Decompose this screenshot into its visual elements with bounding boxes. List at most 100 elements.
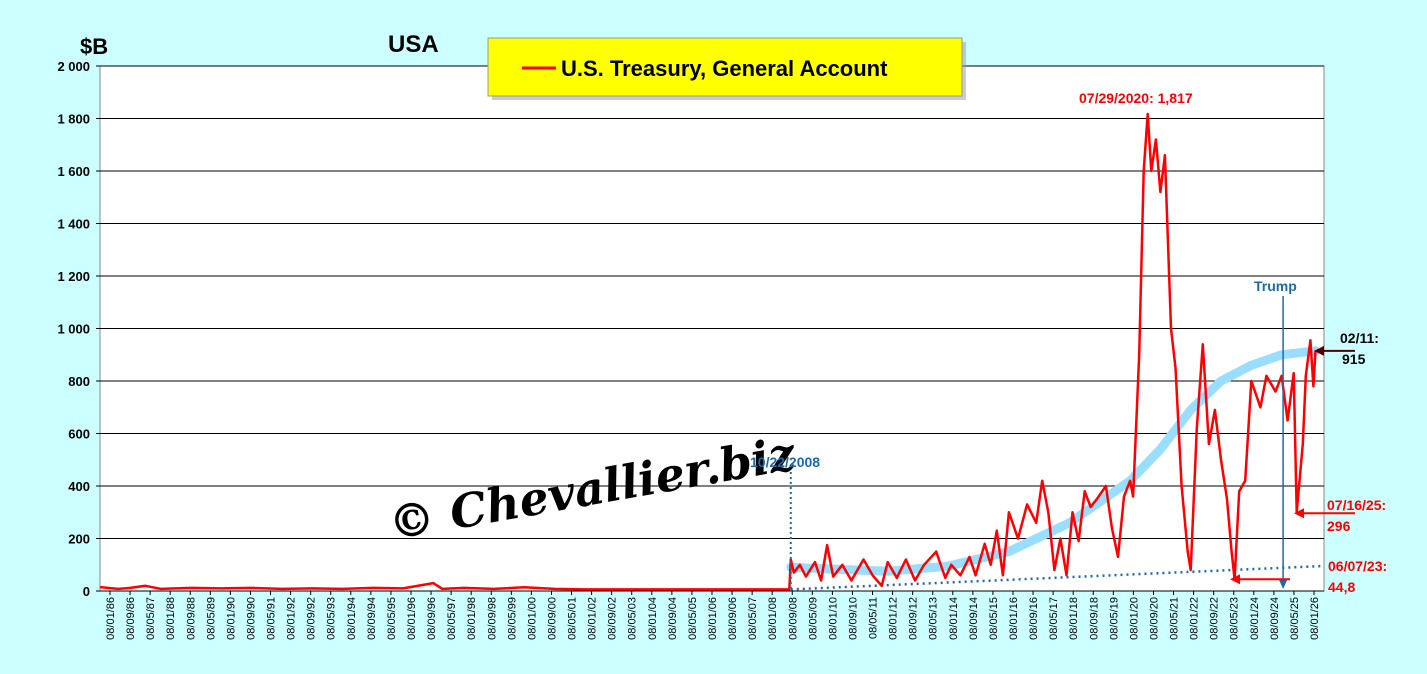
x-tick-label: 08/05/03 <box>627 597 639 640</box>
x-tick-label: 08/05/99 <box>506 597 518 640</box>
x-tick-label: 08/05/97 <box>446 597 458 640</box>
baseline-dotted-line <box>790 564 1322 591</box>
x-tick-label: 08/01/24 <box>1249 597 1261 640</box>
trump-arrowhead <box>1279 580 1288 589</box>
x-tick-label: 08/01/98 <box>466 597 478 640</box>
x-tick-label: 08/09/92 <box>306 597 318 640</box>
y-tick-label: 1 800 <box>57 112 90 127</box>
x-tick-label: 08/05/09 <box>807 597 819 640</box>
x-tick-label: 08/09/00 <box>546 597 558 640</box>
x-tick-label: 08/09/04 <box>667 597 679 640</box>
y-tick-label: 800 <box>68 374 90 389</box>
x-tick-label: 08/05/25 <box>1289 597 1301 640</box>
x-tick-label: 08/01/96 <box>406 597 418 640</box>
x-axis: 08/01/86 08/09/86 08/05/87 08/01/88 08/09/88… <box>100 590 1324 640</box>
x-tick-label: 08/01/04 <box>647 597 659 640</box>
y-tick-label: 400 <box>68 479 90 494</box>
y-tick-label: 2 000 <box>57 59 90 74</box>
trump-annotation: Trump <box>1254 278 1297 294</box>
x-tick-label: 08/09/18 <box>1088 597 1100 640</box>
annotation-markers <box>789 296 1355 591</box>
x-tick-label: 08/01/06 <box>707 597 719 640</box>
x-tick-label: 08/05/89 <box>205 597 217 640</box>
x-tick-label: 08/01/10 <box>827 597 839 640</box>
legend-label: U.S. Treasury, General Account <box>561 56 888 81</box>
low-2023-date: 06/07/23: <box>1328 558 1387 574</box>
x-tick-label: 08/05/01 <box>567 597 579 640</box>
x-tick-label: 08/09/88 <box>185 597 197 640</box>
x-tick-label: 08/01/08 <box>767 597 779 640</box>
x-tick-label: 08/09/16 <box>1028 597 1040 640</box>
x-tick-label: 08/09/96 <box>426 597 438 640</box>
unit-label: $B <box>80 34 108 59</box>
low-2023-arrowhead <box>1230 574 1240 585</box>
low-2023-value: 44,8 <box>1328 579 1355 595</box>
legend: U.S. Treasury, General Account <box>487 37 966 100</box>
x-tick-label: 08/01/00 <box>526 597 538 640</box>
x-tick-label: 08/09/24 <box>1269 597 1281 640</box>
y-tick-label: 0 <box>83 584 90 599</box>
trend-line <box>786 346 1320 576</box>
x-tick-label: 08/09/86 <box>125 597 137 640</box>
x-tick-label: 08/01/26 <box>1309 597 1321 640</box>
x-tick-label: 08/05/93 <box>326 597 338 640</box>
x-tick-label: 08/09/14 <box>968 597 980 640</box>
x-tick-label: 08/05/13 <box>928 597 940 640</box>
x-tick-label: 08/01/86 <box>105 597 117 640</box>
x-tick-label: 08/01/94 <box>346 597 358 640</box>
series-layer <box>99 112 1322 591</box>
last-value: 915 <box>1342 351 1366 367</box>
x-tick-label: 08/01/88 <box>165 597 177 640</box>
x-tick-label: 08/01/92 <box>286 597 298 640</box>
x-tick-label: 08/01/14 <box>948 597 960 640</box>
x-tick-label: 08/01/20 <box>1128 597 1140 640</box>
x-tick-label: 08/01/16 <box>1008 597 1020 640</box>
x-tick-label: 08/09/12 <box>908 597 920 640</box>
low-2025-date: 07/16/25: <box>1327 497 1386 513</box>
y-tick-label: 1 600 <box>57 164 90 179</box>
x-tick-label: 08/09/08 <box>787 597 799 640</box>
x-tick-label: 08/05/23 <box>1229 597 1241 640</box>
y-tick-label: 1 000 <box>57 322 90 337</box>
legend-box <box>487 37 963 97</box>
treasury-general-account-line <box>99 112 1317 591</box>
x-tick-label: 08/05/87 <box>145 597 157 640</box>
x-tick-label: 08/09/98 <box>486 597 498 640</box>
x-tick-label: 08/09/02 <box>607 597 619 640</box>
y-tick-label: 200 <box>68 532 90 547</box>
x-tick-label: 08/05/15 <box>988 597 1000 640</box>
x-tick-label: 08/05/19 <box>1108 597 1120 640</box>
peak-annotation: 07/29/2020: 1,817 <box>1079 90 1193 106</box>
x-tick-label: 08/05/05 <box>687 597 699 640</box>
x-tick-label: 08/09/20 <box>1148 597 1160 640</box>
y-tick-label: 1 200 <box>57 269 90 284</box>
x-tick-label: 08/01/90 <box>225 597 237 640</box>
last-value-arrowhead <box>1314 345 1324 356</box>
x-tick-label: 08/05/95 <box>386 597 398 640</box>
x-tick-label: 08/05/21 <box>1169 597 1181 640</box>
x-tick-label: 08/05/91 <box>266 597 278 640</box>
y-tick-label: 1 400 <box>57 217 90 232</box>
low-2025-arrowhead <box>1294 508 1304 519</box>
y-axis: 0 200 400 600 800 1 000 1 200 1 400 1 600 1 800 2 … <box>57 59 100 599</box>
y-tick-label: 600 <box>68 427 90 442</box>
low-2025-value: 296 <box>1327 518 1351 534</box>
x-tick-label: 08/09/06 <box>727 597 739 640</box>
crisis-date-annotation: 10/22/2008 <box>750 454 820 470</box>
country-label: USA <box>388 31 439 58</box>
x-tick-label: 08/09/94 <box>366 597 378 640</box>
x-tick-label: 08/01/18 <box>1068 597 1080 640</box>
x-tick-label: 08/09/22 <box>1209 597 1221 640</box>
x-tick-label: 08/05/17 <box>1048 597 1060 640</box>
x-tick-label: 08/01/22 <box>1189 597 1201 640</box>
x-tick-label: 08/01/12 <box>888 597 900 640</box>
last-value-date: 02/11: <box>1340 330 1379 346</box>
x-tick-label: 08/05/11 <box>868 597 880 639</box>
x-tick-label: 08/01/02 <box>587 597 599 640</box>
x-tick-label: 08/05/07 <box>747 597 759 640</box>
x-tick-label: 08/09/90 <box>245 597 257 640</box>
x-tick-label: 08/09/10 <box>847 597 859 640</box>
gridlines <box>100 65 1324 539</box>
